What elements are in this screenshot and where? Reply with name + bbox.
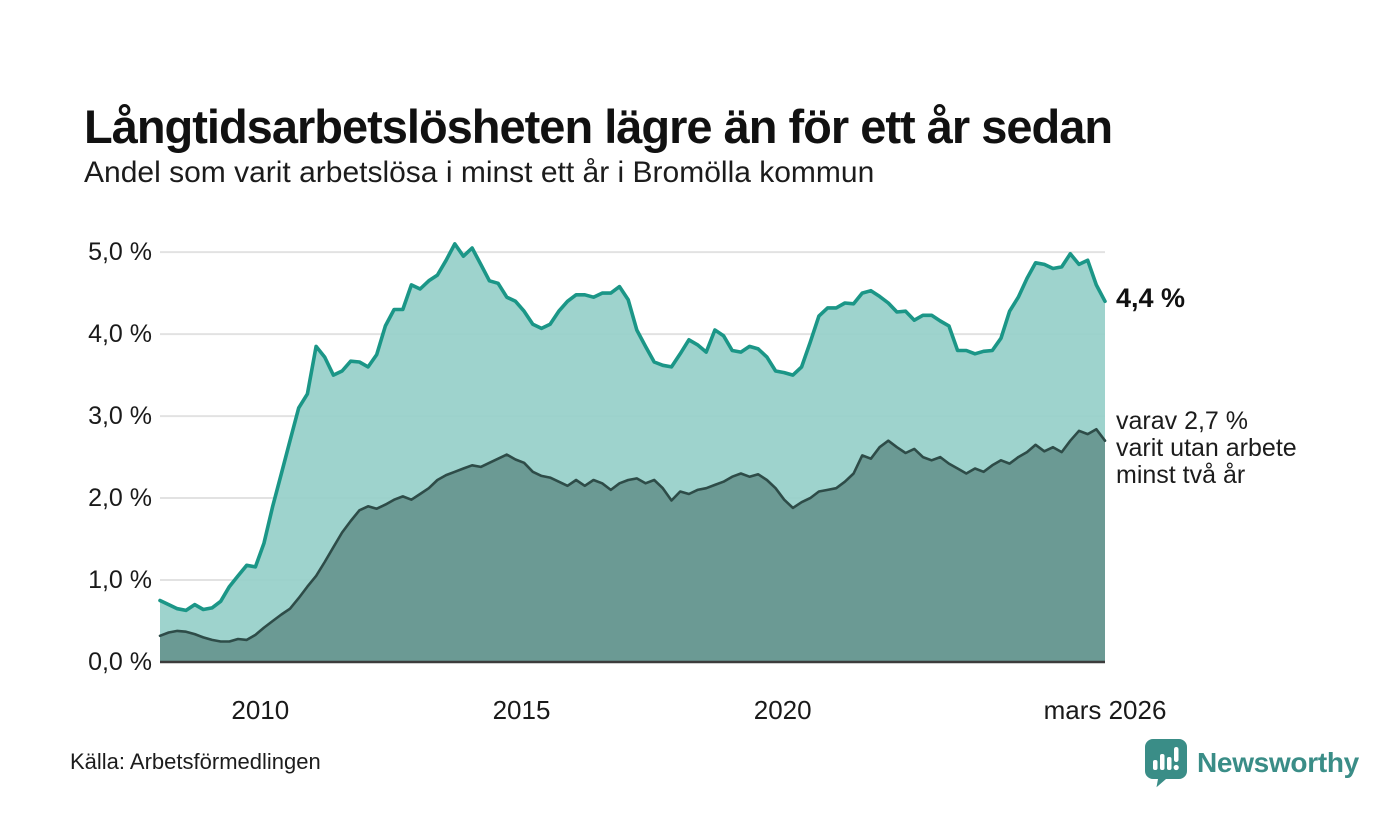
y-axis-tick-label: 2,0 % [88, 484, 152, 512]
x-axis: 2010 2015 2020 mars 2026 [0, 695, 1400, 727]
plot-area [158, 230, 1107, 664]
newsworthy-wordmark: Newsworthy [1197, 747, 1359, 778]
x-axis-tick-label: 2020 [753, 695, 812, 725]
y-axis-tick-label: 5,0 % [88, 238, 152, 266]
line-unemployed-two-years [158, 427, 1107, 643]
newsworthy-logo-icon [1145, 739, 1187, 788]
latest-value-label: 4,4 % [1116, 283, 1186, 313]
chart-title: Långtidsarbetslösheten lägre än för ett … [84, 100, 1113, 154]
area-chart-svg [158, 242, 1107, 664]
x-axis-tick-label: mars 2026 [1043, 695, 1167, 725]
chart-subtitle: Andel som varit arbetslösa i minst ett å… [84, 156, 875, 189]
x-axis-tick-label: 2010 [231, 695, 290, 725]
y-axis-tick-label: 3,0 % [88, 402, 152, 430]
subset-annotation-line: minst två år [1116, 461, 1246, 489]
source-credit: Källa: Arbetsförmedlingen [70, 749, 321, 774]
y-axis-tick-label: 0,0 % [88, 648, 152, 676]
y-axis-tick-label: 4,0 % [88, 320, 152, 348]
y-axis-tick-label: 1,0 % [88, 566, 152, 594]
subset-annotation-line: varit utan arbete [1116, 434, 1297, 462]
subset-annotation-line: varav 2,7 % [1116, 407, 1249, 435]
area-unemployed-two-years [160, 429, 1105, 662]
line-unemployed-one-year [158, 242, 1107, 613]
newsworthy-logo: Newsworthy [1144, 738, 1359, 788]
x-axis-tick-label: 2015 [492, 695, 551, 725]
subset-annotation: varav 2,7 % varit utan arbete minst två … [1116, 408, 1297, 489]
